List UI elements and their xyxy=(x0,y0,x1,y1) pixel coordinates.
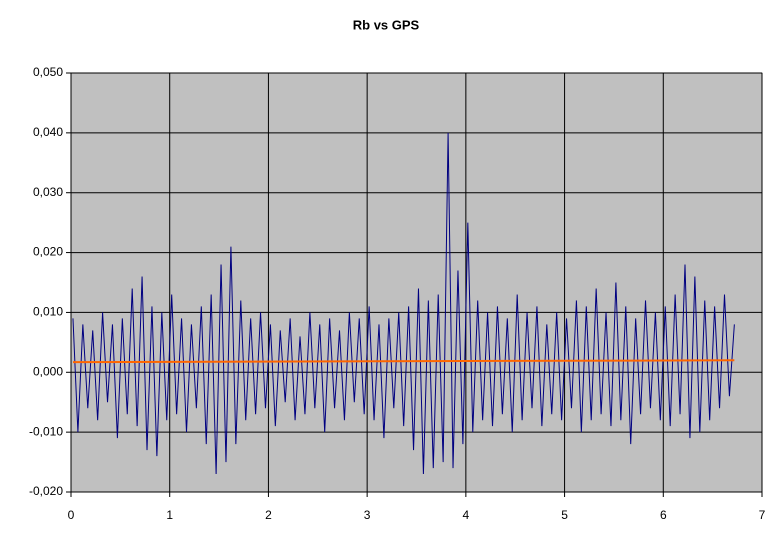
data-line xyxy=(72,359,735,364)
y-tick-label: 0,000 xyxy=(33,364,63,378)
y-tick-label: -0,020 xyxy=(29,484,63,498)
y-tick-label: 0,050 xyxy=(33,65,63,79)
x-tick-label: 5 xyxy=(561,508,568,522)
x-tick-label: 6 xyxy=(660,508,667,522)
x-tick-label: 1 xyxy=(166,508,173,522)
x-tick-label: 2 xyxy=(265,508,272,522)
data-line xyxy=(72,132,735,475)
y-tick-label: -0,010 xyxy=(29,424,63,438)
y-tick-label: 0,040 xyxy=(33,125,63,139)
chart-title: Rb vs GPS xyxy=(353,17,420,32)
x-tick-label: 3 xyxy=(364,508,371,522)
y-tick-label: 0,020 xyxy=(33,245,63,259)
plot-area xyxy=(70,72,763,493)
y-tick-label: 0,010 xyxy=(33,305,63,319)
x-tick-label: 0 xyxy=(68,508,75,522)
y-tick-label: 0,030 xyxy=(33,185,63,199)
x-tick-label: 7 xyxy=(759,508,766,522)
x-tick-label: 4 xyxy=(463,508,470,522)
